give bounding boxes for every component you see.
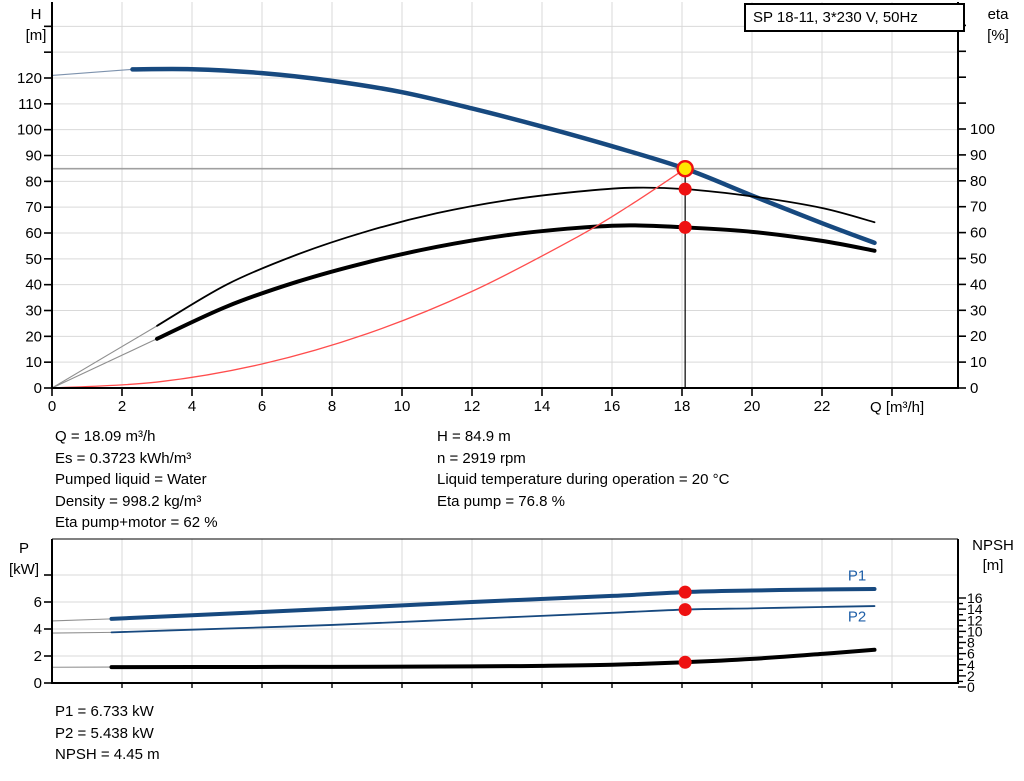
p2-curve-lead xyxy=(52,632,112,633)
p-axis-title-line1: P xyxy=(4,538,44,559)
result-npsh: NPSH = 4.45 m xyxy=(55,744,160,766)
h-tick-label: 70 xyxy=(25,199,42,216)
eta-tick-label: 50 xyxy=(970,251,987,268)
q-tick-label: 18 xyxy=(674,398,691,415)
npsh-axis-title: NPSH [m] xyxy=(964,536,1022,576)
pump-title-box: SP 18-11, 3*230 V, 50Hz xyxy=(744,3,965,32)
h-tick-label: 60 xyxy=(25,225,42,242)
h-tick-label: 10 xyxy=(25,354,42,371)
eta-pump-curve-lead xyxy=(52,326,157,388)
eta-tick-label: 100 xyxy=(970,121,995,138)
q-tick-label: 2 xyxy=(118,398,126,415)
h-axis-title-line2: [m] xyxy=(16,25,56,46)
eta-pump-motor-curve xyxy=(157,225,875,338)
system-curve xyxy=(52,169,685,388)
duty-results-left: Q = 18.09 m³/h Es = 0.3723 kWh/m³ Pumped… xyxy=(55,426,218,534)
h-tick-label: 80 xyxy=(25,173,42,190)
result-h: H = 84.9 m xyxy=(437,426,729,448)
q-tick-label: 0 xyxy=(48,398,56,415)
q-axis-title: Q [m³/h] xyxy=(870,397,924,418)
p-tick-label: 4 xyxy=(34,621,42,638)
p-axis-title-line2: [kW] xyxy=(4,559,44,580)
q-tick-label: 12 xyxy=(464,398,481,415)
h-tick-label: 30 xyxy=(25,303,42,320)
npsh-curve xyxy=(112,650,875,667)
duty-point-marker[interactable] xyxy=(678,161,693,176)
eta-pump-point[interactable] xyxy=(679,183,692,196)
p1-curve xyxy=(112,589,875,619)
eta-axis-title-line2: [%] xyxy=(976,25,1020,46)
result-speed: n = 2919 rpm xyxy=(437,448,729,470)
h-tick-label: 120 xyxy=(17,70,42,87)
eta-tick-label: 20 xyxy=(970,328,987,345)
result-q: Q = 18.09 m³/h xyxy=(55,426,218,448)
q-tick-label: 4 xyxy=(188,398,196,415)
result-density: Density = 998.2 kg/m³ xyxy=(55,491,218,513)
eta-axis-title-line1: eta xyxy=(976,4,1020,25)
h-tick-label: 0 xyxy=(34,380,42,397)
p2-point[interactable] xyxy=(679,603,692,616)
eta-tick-label: 90 xyxy=(970,147,987,164)
result-p2: P2 = 5.438 kW xyxy=(55,723,160,745)
npsh-point[interactable] xyxy=(679,656,692,669)
p-tick-label: 0 xyxy=(34,675,42,692)
eta-tick-label: 0 xyxy=(970,380,978,397)
p-tick-label: 2 xyxy=(34,648,42,665)
result-es: Es = 0.3723 kWh/m³ xyxy=(55,448,218,470)
head-curve-lead xyxy=(52,69,133,75)
eta-pump-motor-point[interactable] xyxy=(679,221,692,234)
q-tick-label: 16 xyxy=(604,398,621,415)
q-tick-label: 14 xyxy=(534,398,551,415)
p1-curve-lead xyxy=(52,619,112,621)
q-tick-label: 20 xyxy=(744,398,761,415)
q-tick-label: 8 xyxy=(328,398,336,415)
eta-tick-label: 10 xyxy=(970,354,987,371)
p2-curve-label: P2 xyxy=(848,609,866,626)
eta-tick-label: 80 xyxy=(970,173,987,190)
eta-axis-title: eta [%] xyxy=(976,4,1020,46)
result-eta-pump: Eta pump = 76.8 % xyxy=(437,491,729,513)
h-tick-label: 90 xyxy=(25,148,42,165)
h-tick-label: 40 xyxy=(25,277,42,294)
eta-tick-label: 30 xyxy=(970,302,987,319)
p-axis-title: P [kW] xyxy=(4,538,44,580)
h-tick-label: 50 xyxy=(25,251,42,268)
p1-point[interactable] xyxy=(679,586,692,599)
q-tick-label: 22 xyxy=(814,398,831,415)
pump-performance-charts: 0102030405060708090100110120010203040506… xyxy=(0,0,1024,781)
result-pumped-liquid: Pumped liquid = Water xyxy=(55,469,218,491)
duty-results-power: P1 = 6.733 kW P2 = 5.438 kW NPSH = 4.45 … xyxy=(55,701,160,766)
p2-curve xyxy=(112,606,875,632)
eta-pump-curve xyxy=(157,188,875,326)
h-tick-label: 20 xyxy=(25,328,42,345)
result-eta-pump-motor: Eta pump+motor = 62 % xyxy=(55,512,218,534)
npsh-axis-title-line2: [m] xyxy=(964,556,1022,576)
npsh-axis-title-line1: NPSH xyxy=(964,536,1022,556)
q-tick-label: 10 xyxy=(394,398,411,415)
eta-tick-label: 70 xyxy=(970,199,987,216)
eta-tick-label: 60 xyxy=(970,225,987,242)
duty-results-right: H = 84.9 m n = 2919 rpm Liquid temperatu… xyxy=(437,426,729,512)
p-tick-label: 6 xyxy=(34,594,42,611)
eta-tick-label: 40 xyxy=(970,276,987,293)
eta-pump-motor-curve-lead xyxy=(52,339,157,388)
p1-curve-label: P1 xyxy=(848,567,866,584)
power-npsh-chart: P1P202460246810121416 xyxy=(34,539,983,695)
h-tick-label: 100 xyxy=(17,122,42,139)
result-liquid-temperature: Liquid temperature during operation = 20… xyxy=(437,469,729,491)
h-axis-title-line1: H xyxy=(16,4,56,25)
h-axis-title: H [m] xyxy=(16,4,56,46)
q-tick-label: 6 xyxy=(258,398,266,415)
result-p1: P1 = 6.733 kW xyxy=(55,701,160,723)
qh-chart: 0102030405060708090100110120010203040506… xyxy=(17,2,995,415)
npsh-tick-label: 16 xyxy=(967,590,983,606)
h-tick-label: 110 xyxy=(18,96,42,113)
